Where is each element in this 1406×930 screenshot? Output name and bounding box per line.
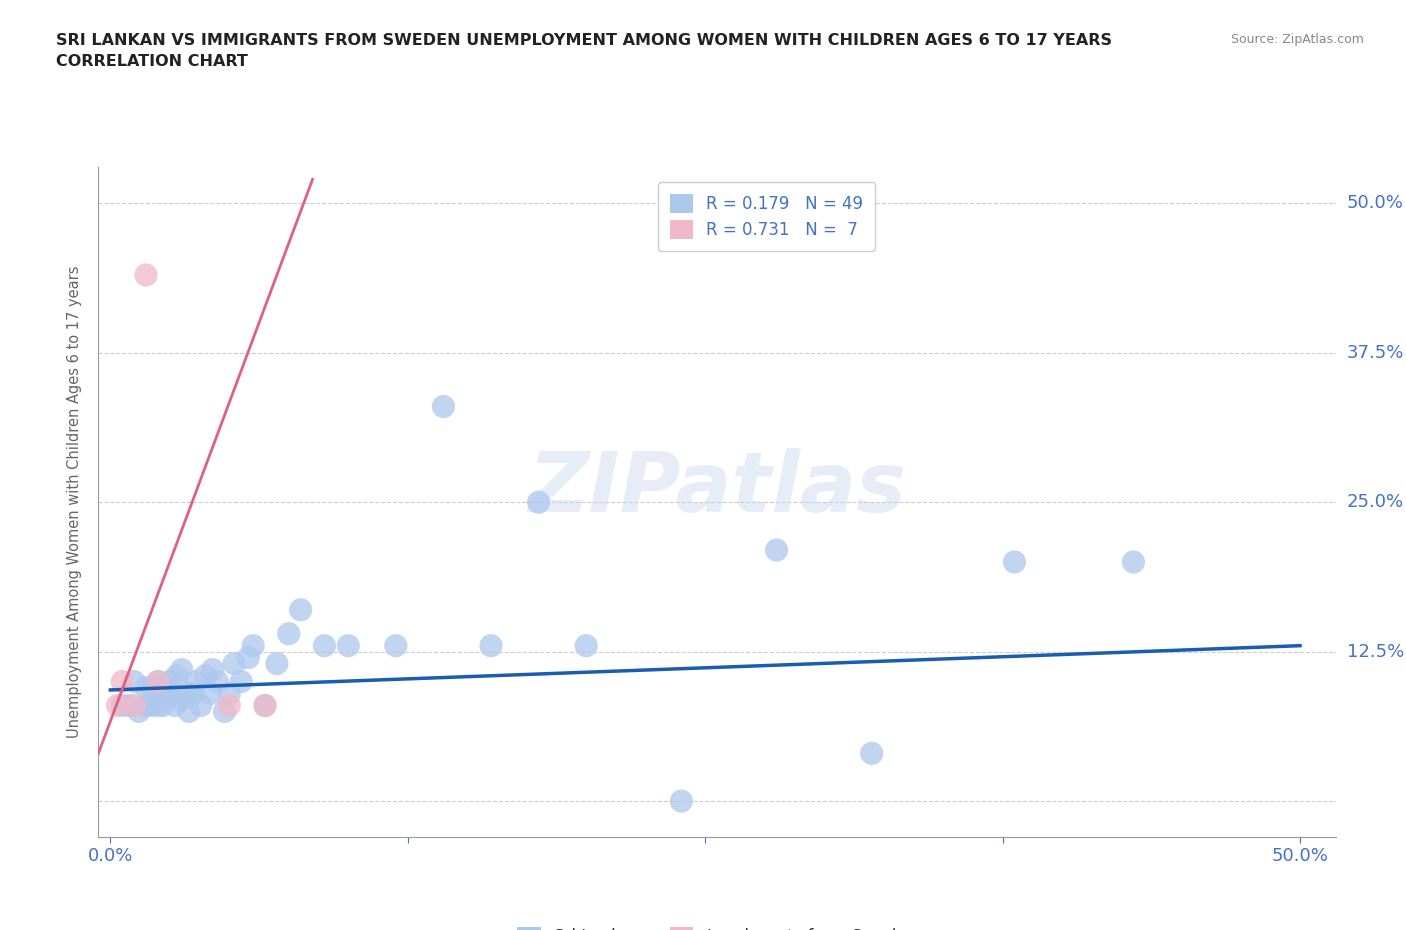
Point <box>190 698 212 713</box>
Point <box>1004 554 1026 569</box>
Point <box>242 638 264 653</box>
Point <box>765 542 787 557</box>
Point <box>128 704 150 719</box>
Point <box>194 668 217 683</box>
Point <box>152 698 174 713</box>
Point <box>159 686 181 701</box>
Point <box>479 638 502 653</box>
Point <box>231 674 253 689</box>
Point <box>266 657 288 671</box>
Point <box>118 698 141 713</box>
Text: SRI LANKAN VS IMMIGRANTS FROM SWEDEN UNEMPLOYMENT AMONG WOMEN WITH CHILDREN AGES: SRI LANKAN VS IMMIGRANTS FROM SWEDEN UNE… <box>56 33 1112 47</box>
Text: 37.5%: 37.5% <box>1347 344 1405 362</box>
Point <box>183 686 205 701</box>
Point <box>146 698 169 713</box>
Point <box>860 746 883 761</box>
Point <box>1122 554 1144 569</box>
Point <box>253 698 276 713</box>
Point <box>214 704 236 719</box>
Point <box>385 638 408 653</box>
Point <box>135 680 157 695</box>
Point <box>337 638 360 653</box>
Point <box>218 686 240 701</box>
Text: CORRELATION CHART: CORRELATION CHART <box>56 54 247 69</box>
Point <box>170 662 193 677</box>
Point <box>671 793 693 808</box>
Point <box>207 674 229 689</box>
Point <box>218 698 240 713</box>
Point <box>200 686 222 701</box>
Point <box>575 638 598 653</box>
Point <box>122 698 145 713</box>
Point <box>111 674 134 689</box>
Point <box>314 638 336 653</box>
Point <box>527 495 550 510</box>
Point <box>153 680 176 695</box>
Point <box>253 698 276 713</box>
Point <box>177 704 200 719</box>
Text: 12.5%: 12.5% <box>1347 643 1405 660</box>
Point <box>139 698 162 713</box>
Point <box>222 657 245 671</box>
Text: Source: ZipAtlas.com: Source: ZipAtlas.com <box>1230 33 1364 46</box>
Text: 25.0%: 25.0% <box>1347 493 1405 512</box>
Point <box>122 674 145 689</box>
Point <box>290 603 312 618</box>
Point <box>166 668 188 683</box>
Point <box>277 626 299 641</box>
Point <box>176 686 198 701</box>
Point <box>170 692 193 707</box>
Y-axis label: Unemployment Among Women with Children Ages 6 to 17 years: Unemployment Among Women with Children A… <box>67 266 83 738</box>
Point <box>201 662 224 677</box>
Point <box>111 698 134 713</box>
Legend: Sri Lankans, Immigrants from Sweden: Sri Lankans, Immigrants from Sweden <box>509 919 925 930</box>
Point <box>432 399 454 414</box>
Text: 50.0%: 50.0% <box>1347 194 1403 212</box>
Point <box>238 650 260 665</box>
Point <box>146 674 169 689</box>
Point <box>135 268 157 283</box>
Point <box>146 674 169 689</box>
Point <box>107 698 129 713</box>
Point <box>142 680 165 695</box>
Text: ZIPatlas: ZIPatlas <box>529 448 905 529</box>
Point <box>184 674 207 689</box>
Point <box>159 674 181 689</box>
Point <box>163 698 186 713</box>
Point <box>135 698 157 713</box>
